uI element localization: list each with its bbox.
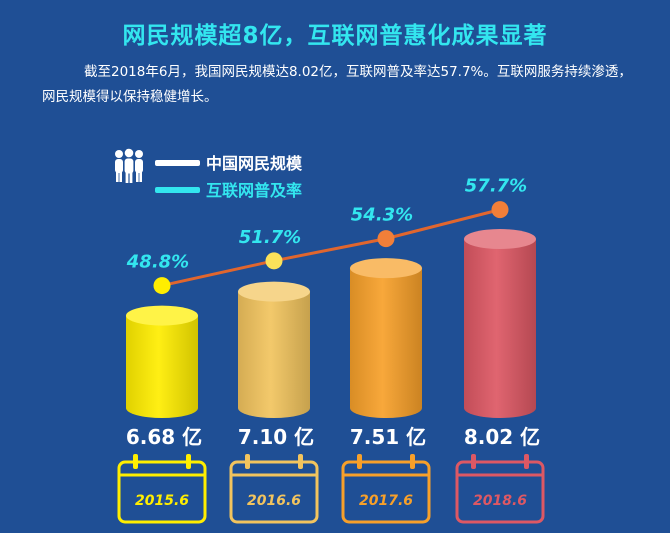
calendar-icon: 2016.6 <box>229 454 319 524</box>
legend-label-scale: 中国网民规模 <box>206 154 303 173</box>
bar-value-label: 7.51 亿 <box>350 425 426 449</box>
bar-value-label: 7.10 亿 <box>238 425 314 449</box>
legend-label-rate: 互联网普及率 <box>206 181 303 200</box>
people-icon <box>115 148 143 183</box>
cylinder-bar <box>350 258 422 418</box>
category-label: 2018.6 <box>473 493 527 509</box>
legend-swatch-scale <box>155 160 200 166</box>
category-label: 2016.6 <box>247 493 301 509</box>
cylinder-top <box>464 229 536 249</box>
legend-swatch-rate <box>155 187 200 193</box>
cylinder-bar <box>464 229 536 418</box>
rate-value-label: 54.3% <box>351 205 413 226</box>
rate-point <box>265 252 283 270</box>
bar-value-label: 6.68 亿 <box>126 425 202 449</box>
rate-point <box>377 230 395 248</box>
rate-point <box>153 277 171 295</box>
rate-value-label: 48.8% <box>126 252 189 273</box>
cylinder-top <box>238 281 310 302</box>
cylinder-body <box>350 268 422 418</box>
rate-point <box>491 201 509 219</box>
rate-value-label: 51.7% <box>239 227 301 248</box>
category-label: 2015.6 <box>135 493 189 509</box>
calendar-icon: 2018.6 <box>455 454 545 524</box>
cylinder-top <box>126 305 198 326</box>
rate-line <box>161 208 501 288</box>
cylinder-body <box>464 239 536 418</box>
cylinder-body <box>126 315 198 418</box>
cylinder-top <box>350 258 422 279</box>
page-subtitle: 截至2018年6月，我国网民规模达8.02亿，互联网普及率达57.7%。互联网服… <box>42 64 632 105</box>
page-title: 网民规模超8亿，互联网普惠化成果显著 <box>122 23 548 49</box>
cylinder-bar <box>126 305 198 418</box>
calendar-icon: 2015.6 <box>117 454 207 524</box>
calendar-icon: 2017.6 <box>341 454 431 524</box>
bar-value-label: 8.02 亿 <box>464 425 540 449</box>
cylinder-bar <box>238 281 310 418</box>
rate-value-label: 57.7% <box>465 176 527 197</box>
category-label: 2017.6 <box>359 493 413 509</box>
cylinder-body <box>238 291 310 418</box>
